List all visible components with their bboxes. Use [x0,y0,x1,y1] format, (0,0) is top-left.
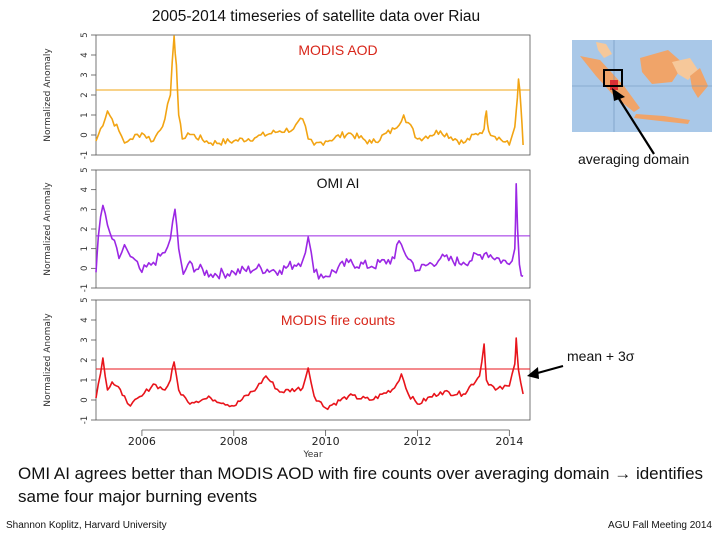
plot-frame-2 [95,169,531,289]
y-tick-label: -1 [80,284,90,292]
series-line-3 [95,337,524,411]
map-borneo-north [672,58,698,80]
y-tick-label: 2 [80,92,90,97]
y-tick-label: 1 [80,112,90,117]
timeseries-figure: -1 0 1 2 3 4 5 Normalized Anomaly MODIS AOD -1 0 1 2… [43,32,712,460]
x-tick-label: 2008 [220,435,248,448]
domain-arrow-shaft [615,93,655,155]
averaging-domain-box [603,69,623,87]
footer-event: AGU Fall Meeting 2014 [608,520,712,531]
y-tick-label: 2 [80,357,90,362]
y-axis-label: Normalized Anomaly [43,48,53,142]
series-label-2: OMI AI [317,175,360,191]
page-title: 2005-2014 timeseries of satellite data o… [151,8,481,25]
series-line-1 [95,35,524,146]
threshold-label: mean + 3σ [567,348,635,364]
series-label-3: MODIS fire counts [281,312,395,328]
summary-text: OMI AI agrees better than MODIS AOD with… [18,464,704,506]
averaging-domain-label: averaging domain [578,151,689,167]
y-tick-label: 3 [80,72,90,77]
x-tick-label: 2006 [128,435,156,448]
threshold-arrow-shaft [533,364,564,376]
series-line-2 [95,183,524,280]
x-tick-label: 2010 [312,435,340,448]
x-tick-label: 2012 [403,435,431,448]
y-tick-label: -1 [80,151,90,159]
y-tick-label: 4 [80,187,90,192]
map-sulawesi [690,68,708,98]
series-label-1: MODIS AOD [298,42,377,58]
y-tick-label: 4 [80,52,90,57]
footer-author: Shannon Koplitz, Harvard University [6,520,167,531]
y-tick-label: -1 [80,416,90,424]
y-axis-label: Normalized Anomaly [43,182,53,276]
y-tick-label: 1 [80,377,90,382]
domain-arrow-head [612,88,625,101]
y-tick-label: 1 [80,246,90,251]
y-axis-label: Normalized Anomaly [43,313,53,407]
x-tick-label: 2014 [495,435,523,448]
y-tick-label: 3 [80,207,90,212]
y-tick-label: 3 [80,337,90,342]
y-tick-label: 5 [80,167,90,172]
threshold-arrow-head [527,367,539,379]
y-tick-label: 5 [80,297,90,302]
x-axis-label: Year [302,450,322,460]
y-tick-label: 2 [80,226,90,231]
map-peninsula [596,42,612,58]
map-java [634,114,690,124]
y-tick-label: 0 [80,397,90,402]
y-tick-label: 4 [80,317,90,322]
map-borneo [640,50,684,84]
y-tick-label: 5 [80,32,90,37]
inset-map [572,40,712,132]
y-tick-label: 0 [80,266,90,271]
y-tick-label: 0 [80,132,90,137]
